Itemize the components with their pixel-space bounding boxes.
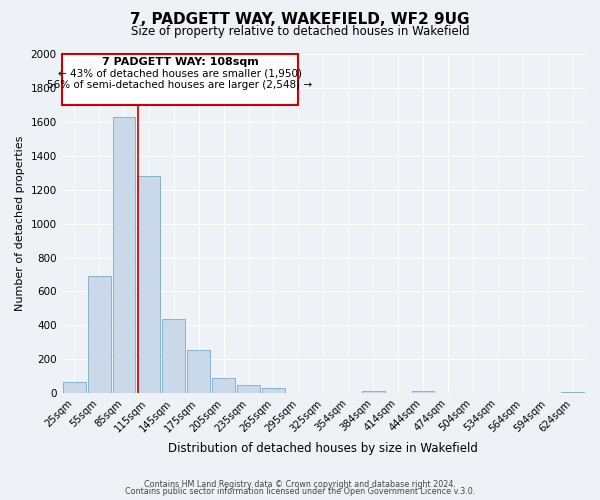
Text: Size of property relative to detached houses in Wakefield: Size of property relative to detached ho… bbox=[131, 25, 469, 38]
Bar bbox=[237, 384, 260, 393]
Text: 7, PADGETT WAY, WAKEFIELD, WF2 9UG: 7, PADGETT WAY, WAKEFIELD, WF2 9UG bbox=[130, 12, 470, 28]
Bar bbox=[412, 392, 434, 393]
Bar bbox=[113, 116, 136, 393]
Bar bbox=[262, 388, 285, 393]
Bar bbox=[362, 390, 385, 393]
Bar bbox=[561, 392, 584, 393]
Bar bbox=[163, 320, 185, 393]
FancyBboxPatch shape bbox=[62, 54, 298, 105]
Bar bbox=[212, 378, 235, 393]
Bar bbox=[88, 276, 110, 393]
Text: Contains HM Land Registry data © Crown copyright and database right 2024.: Contains HM Land Registry data © Crown c… bbox=[144, 480, 456, 489]
Text: ← 43% of detached houses are smaller (1,950): ← 43% of detached houses are smaller (1,… bbox=[58, 69, 302, 79]
Text: Contains public sector information licensed under the Open Government Licence v.: Contains public sector information licen… bbox=[125, 488, 475, 496]
X-axis label: Distribution of detached houses by size in Wakefield: Distribution of detached houses by size … bbox=[169, 442, 478, 455]
Y-axis label: Number of detached properties: Number of detached properties bbox=[15, 136, 25, 312]
Bar bbox=[62, 382, 86, 393]
Bar bbox=[137, 176, 160, 393]
Text: 56% of semi-detached houses are larger (2,548) →: 56% of semi-detached houses are larger (… bbox=[47, 80, 313, 90]
Text: 7 PADGETT WAY: 108sqm: 7 PADGETT WAY: 108sqm bbox=[101, 58, 259, 68]
Bar bbox=[187, 350, 210, 393]
